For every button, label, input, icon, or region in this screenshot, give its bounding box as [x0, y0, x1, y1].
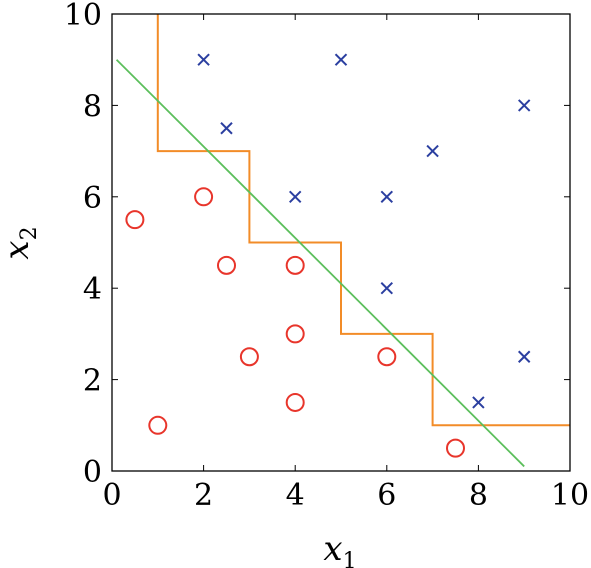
y-tick-label: 6	[83, 181, 102, 216]
circle-point	[377, 347, 397, 367]
cross-points	[197, 53, 531, 409]
x-tick-label: 8	[469, 478, 488, 513]
circle-point	[285, 392, 305, 412]
y-tick-label: 0	[83, 455, 102, 490]
cross-point	[517, 350, 531, 363]
cross-stroke	[288, 190, 302, 204]
circle-point	[194, 187, 214, 207]
cross-stroke	[380, 281, 394, 295]
cross-stroke	[334, 53, 348, 66]
circle-point	[285, 324, 305, 344]
y-tick-label: 2	[83, 364, 102, 399]
circle-point	[239, 347, 259, 367]
y-tick-label: 10	[64, 0, 102, 33]
circle-points	[125, 187, 465, 458]
linear-boundary	[115, 59, 525, 468]
diagonal-line	[115, 59, 525, 468]
x-axis-label: x1	[323, 529, 356, 568]
y-tick-label: 8	[83, 89, 102, 124]
cross-stroke	[426, 144, 439, 158]
cross-stroke	[220, 122, 233, 135]
cross-stroke	[197, 53, 210, 66]
y-axis-label: x2	[0, 226, 42, 259]
cross-point	[380, 281, 394, 295]
cross-point	[288, 190, 302, 204]
circle-point	[217, 255, 236, 275]
cross-stroke	[380, 190, 394, 204]
staircase-boundary	[156, 14, 570, 427]
x-tick-label: 2	[194, 478, 213, 513]
cross-point	[517, 99, 531, 112]
cross-point	[472, 396, 485, 409]
cross-point	[220, 122, 233, 135]
circle-point	[148, 415, 168, 435]
circle-point	[446, 438, 465, 458]
cross-stroke	[472, 396, 485, 409]
cross-point	[334, 53, 348, 66]
cross-point	[197, 53, 210, 66]
plot-frame	[111, 13, 571, 472]
cross-stroke	[517, 350, 531, 363]
y-tick-label: 4	[83, 272, 102, 307]
cross-point	[426, 144, 439, 158]
x-tick-label: 10	[551, 478, 589, 513]
cross-stroke	[517, 99, 531, 112]
tick-labels: 0 2 4 6 8 10 0 2 4 6 8 10	[64, 0, 589, 513]
x-tick-label: 0	[102, 478, 121, 513]
circle-point	[125, 210, 145, 230]
x-tick-label: 6	[377, 478, 396, 513]
staircase-line	[156, 14, 570, 427]
x-tick-label: 4	[286, 478, 305, 513]
cross-point	[380, 190, 394, 204]
circle-point	[285, 255, 305, 275]
